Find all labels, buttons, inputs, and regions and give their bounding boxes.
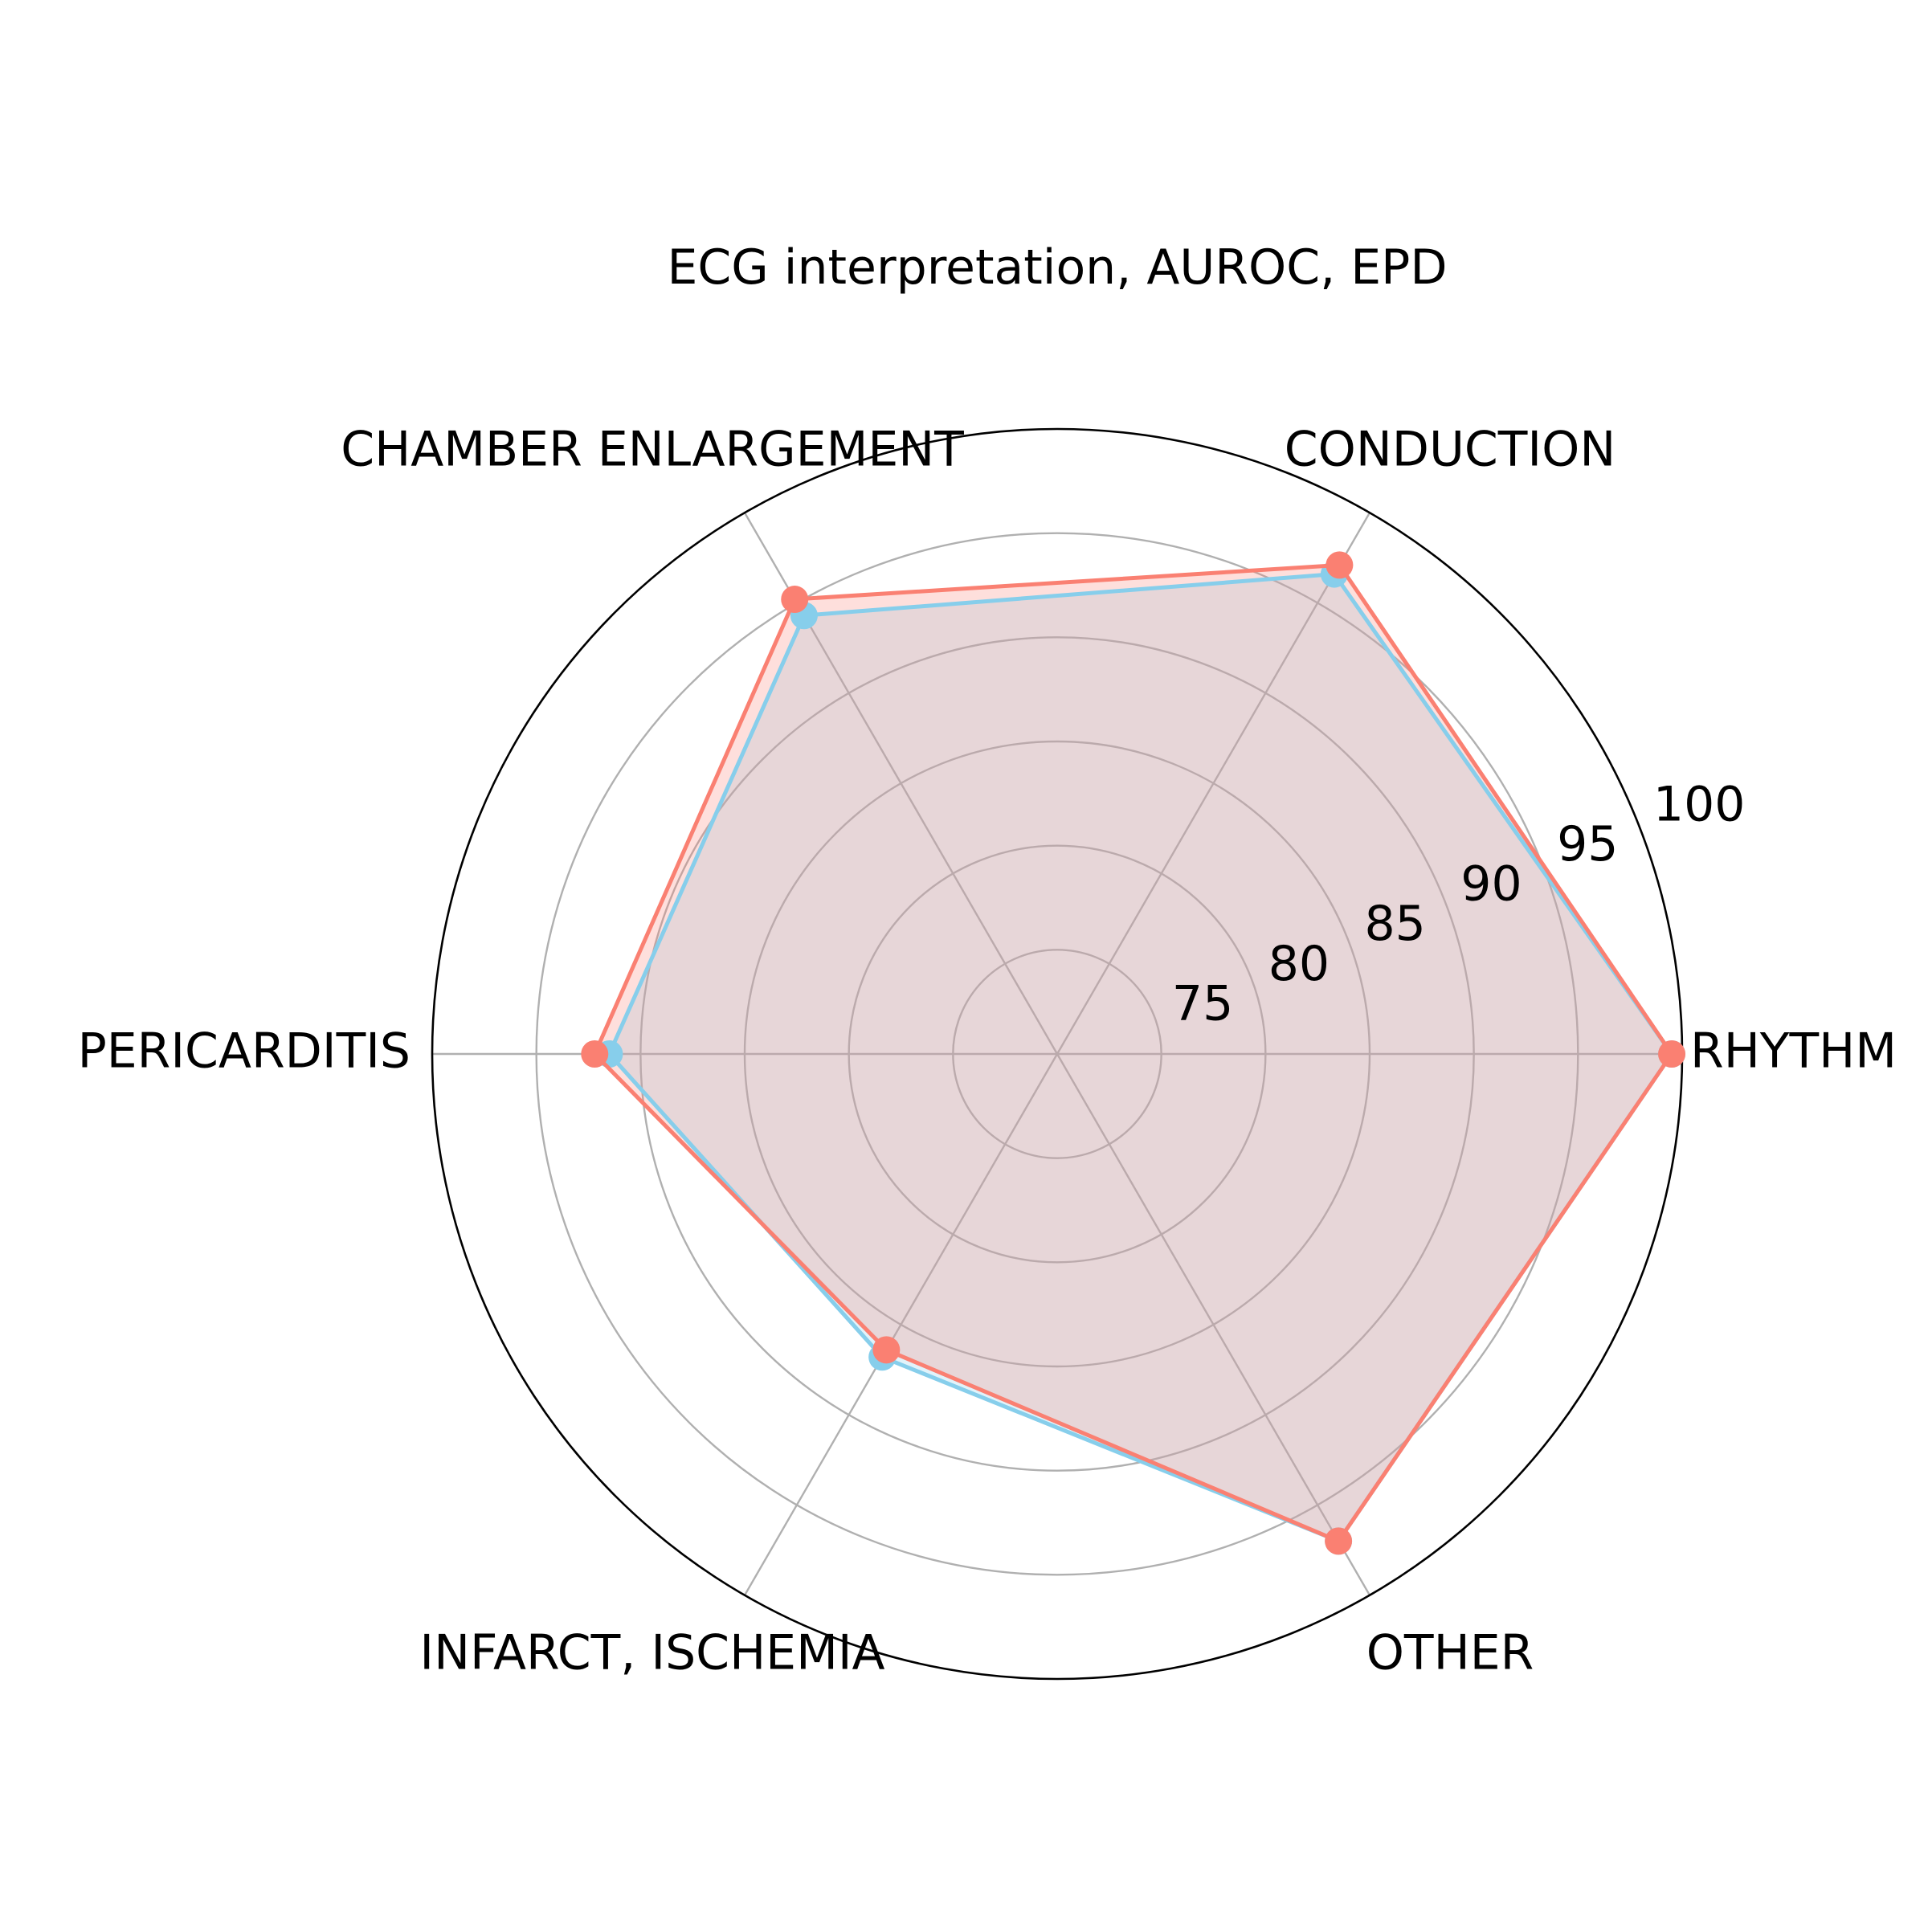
category-label: OTHER [1366,1625,1534,1681]
grid-spoke [1056,1053,1371,1596]
series-layer [581,551,1686,1555]
category-label: RHYTHM [1690,1023,1897,1080]
radial-tick-label: 100 [1653,776,1746,832]
category-label: CHAMBER ENLARGEMENT [341,421,964,477]
series-2-point [781,586,809,614]
grid-spoke [743,1053,1059,1596]
radial-tick-label: 75 [1172,975,1233,1031]
radial-tick-label: 80 [1268,936,1330,992]
series-2-point [581,1040,609,1068]
series-2-point [1658,1040,1686,1068]
grid-spoke [1056,512,1371,1055]
category-label: CONDUCTION [1285,421,1616,477]
series-2-point [1326,551,1354,579]
category-label: PERICARDITIS [78,1023,411,1080]
chart-title: ECG interpretation, AUROC, EPD [667,239,1447,296]
category-label: INFARCT, ISCHEMIA [419,1625,884,1681]
label-layer: RHYTHM CONDUCTION CHAMBER ENLARGEMENT PERIC… [78,421,1897,1681]
series-1-area [609,574,1672,1542]
series-2-area [594,565,1672,1542]
grid-layer [431,427,1684,1681]
radial-tick-label: 95 [1557,816,1618,872]
radial-tick-label: 85 [1365,896,1426,952]
series-2-point [1325,1527,1353,1555]
series-2-point [872,1336,901,1364]
radial-tick-label: 90 [1460,856,1522,912]
